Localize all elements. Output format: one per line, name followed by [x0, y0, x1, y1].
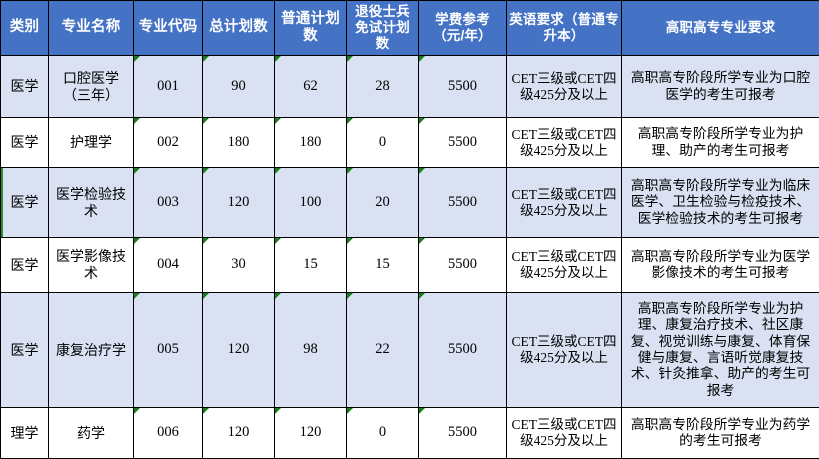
cell-total[interactable]: 120	[203, 293, 275, 408]
cell-category[interactable]: 医学	[1, 168, 49, 238]
cell-total[interactable]: 180	[203, 118, 275, 168]
cell-category[interactable]: 医学	[1, 293, 49, 408]
cell-english[interactable]: CET三级或CET四级425分及以上	[507, 168, 622, 238]
cell-category[interactable]: 医学	[1, 118, 49, 168]
cell-tuition[interactable]: 5500	[419, 118, 507, 168]
cell-english[interactable]: CET三级或CET四级425分及以上	[507, 238, 622, 293]
cell-general[interactable]: 100	[275, 168, 347, 238]
cell-category[interactable]: 理学	[1, 408, 49, 459]
cell-major[interactable]: 医学检验技术	[49, 168, 134, 238]
cell-english[interactable]: CET三级或CET四级425分及以上	[507, 118, 622, 168]
cell-major[interactable]: 康复治疗学	[49, 293, 134, 408]
cell-code[interactable]: 004	[134, 238, 203, 293]
column-header-general[interactable]: 普通计划数	[275, 1, 347, 56]
cell-veteran[interactable]: 15	[347, 238, 419, 293]
cell-code[interactable]: 006	[134, 408, 203, 459]
column-header-category[interactable]: 类别	[1, 1, 49, 56]
cell-veteran[interactable]: 22	[347, 293, 419, 408]
cell-english[interactable]: CET三级或CET四级425分及以上	[507, 408, 622, 459]
cell-tuition[interactable]: 5500	[419, 408, 507, 459]
cell-tuition[interactable]: 5500	[419, 56, 507, 118]
column-header-veteran[interactable]: 退役士兵免试计划数	[347, 1, 419, 56]
cell-vocational[interactable]: 高职高专阶段所学专业为临床医学、卫生检验与检疫技术、医学检验技术的考生可报考	[622, 168, 819, 238]
column-header-tuition[interactable]: 学费参考（元/年）	[419, 1, 507, 56]
column-header-vocational[interactable]: 高职高专专业要求	[622, 1, 819, 56]
cell-code[interactable]: 002	[134, 118, 203, 168]
cell-tuition[interactable]: 5500	[419, 238, 507, 293]
column-header-total[interactable]: 总计划数	[203, 1, 275, 56]
cell-general[interactable]: 15	[275, 238, 347, 293]
cell-total[interactable]: 90	[203, 56, 275, 118]
column-header-english[interactable]: 英语要求（普通专升本）	[507, 1, 622, 56]
cell-major[interactable]: 医学影像技术	[49, 238, 134, 293]
column-header-code[interactable]: 专业代码	[134, 1, 203, 56]
cell-total[interactable]: 120	[203, 168, 275, 238]
cell-code[interactable]: 005	[134, 293, 203, 408]
table-header: 类别专业名称专业代码总计划数普通计划数退役士兵免试计划数学费参考（元/年）英语要…	[1, 1, 819, 56]
cell-general[interactable]: 98	[275, 293, 347, 408]
cell-tuition[interactable]: 5500	[419, 168, 507, 238]
cell-general[interactable]: 120	[275, 408, 347, 459]
cell-code[interactable]: 003	[134, 168, 203, 238]
cell-general[interactable]: 180	[275, 118, 347, 168]
header-row: 类别专业名称专业代码总计划数普通计划数退役士兵免试计划数学费参考（元/年）英语要…	[1, 1, 819, 56]
cell-total[interactable]: 30	[203, 238, 275, 293]
cell-major[interactable]: 口腔医学（三年）	[49, 56, 134, 118]
cell-total[interactable]: 120	[203, 408, 275, 459]
cell-major[interactable]: 护理学	[49, 118, 134, 168]
cell-category[interactable]: 医学	[1, 238, 49, 293]
cell-veteran[interactable]: 0	[347, 118, 419, 168]
cell-code[interactable]: 001	[134, 56, 203, 118]
cell-vocational[interactable]: 高职高专阶段所学专业为护理、康复治疗技术、社区康复、视觉训练与康复、体育保健与康…	[622, 293, 819, 408]
cell-veteran[interactable]: 20	[347, 168, 419, 238]
cell-english[interactable]: CET三级或CET四级425分及以上	[507, 56, 622, 118]
cell-veteran[interactable]: 28	[347, 56, 419, 118]
cell-tuition[interactable]: 5500	[419, 293, 507, 408]
cell-vocational[interactable]: 高职高专阶段所学专业为口腔医学的考生可报考	[622, 56, 819, 118]
cell-major[interactable]: 药学	[49, 408, 134, 459]
cell-vocational[interactable]: 高职高专阶段所学专业为药学的考生可报考	[622, 408, 819, 459]
cell-veteran[interactable]: 0	[347, 408, 419, 459]
cell-vocational[interactable]: 高职高专阶段所学专业为护理、助产的考生可报考	[622, 118, 819, 168]
cell-vocational[interactable]: 高职高专阶段所学专业为医学影像技术的考生可报考	[622, 238, 819, 293]
cell-category[interactable]: 医学	[1, 56, 49, 118]
cell-english[interactable]: CET三级或CET四级425分及以上	[507, 293, 622, 408]
column-header-major[interactable]: 专业名称	[49, 1, 134, 56]
cell-general[interactable]: 62	[275, 56, 347, 118]
